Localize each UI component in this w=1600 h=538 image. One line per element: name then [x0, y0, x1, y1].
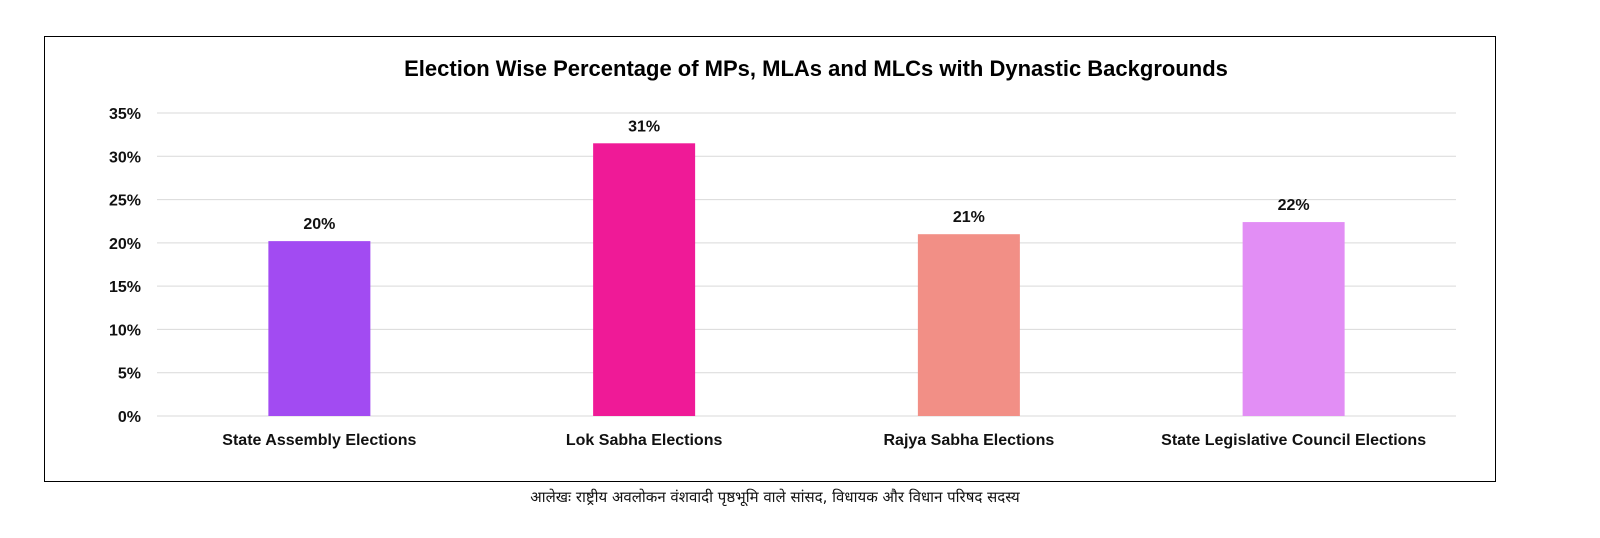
x-category-label: Lok Sabha Elections — [566, 432, 723, 449]
bar — [1242, 222, 1345, 416]
x-category-label: State Assembly Elections — [222, 432, 416, 449]
x-category-label: Rajya Sabha Elections — [884, 432, 1055, 449]
chart-caption: आलेखः राष्ट्रीय अवलोकन वंशवादी पृष्ठभूमि… — [530, 488, 1020, 506]
data-label: 21% — [953, 209, 985, 226]
y-axis-ticks: 0% 5% 10% 15% 20% 25% 30% 35% — [109, 106, 141, 426]
y-tick-label: 15% — [109, 279, 141, 296]
x-axis-categories: State Assembly Elections Lok Sabha Electi… — [222, 432, 1426, 449]
gridlines — [157, 112, 1456, 417]
y-tick-label: 5% — [118, 366, 141, 383]
bar — [268, 241, 371, 416]
x-category-label: State Legislative Council Elections — [1161, 432, 1426, 449]
chart-title: Election Wise Percentage of MPs, MLAs an… — [404, 56, 1228, 81]
y-tick-label: 10% — [109, 322, 141, 339]
bars — [268, 143, 1345, 417]
bar-chart: Election Wise Percentage of MPs, MLAs an… — [109, 56, 1456, 449]
y-tick-label: 0% — [118, 409, 141, 426]
chart-frame: Election Wise Percentage of MPs, MLAs an… — [44, 36, 1496, 482]
y-tick-label: 35% — [109, 106, 141, 123]
y-tick-label: 25% — [109, 193, 141, 210]
data-label: 20% — [303, 216, 335, 233]
y-tick-label: 20% — [109, 236, 141, 253]
bar — [593, 143, 696, 417]
bar — [917, 234, 1020, 416]
data-label: 22% — [1278, 197, 1310, 214]
data-label: 31% — [628, 118, 660, 135]
data-labels: 20% 31% 21% 22% — [303, 118, 1309, 233]
y-tick-label: 30% — [109, 149, 141, 166]
